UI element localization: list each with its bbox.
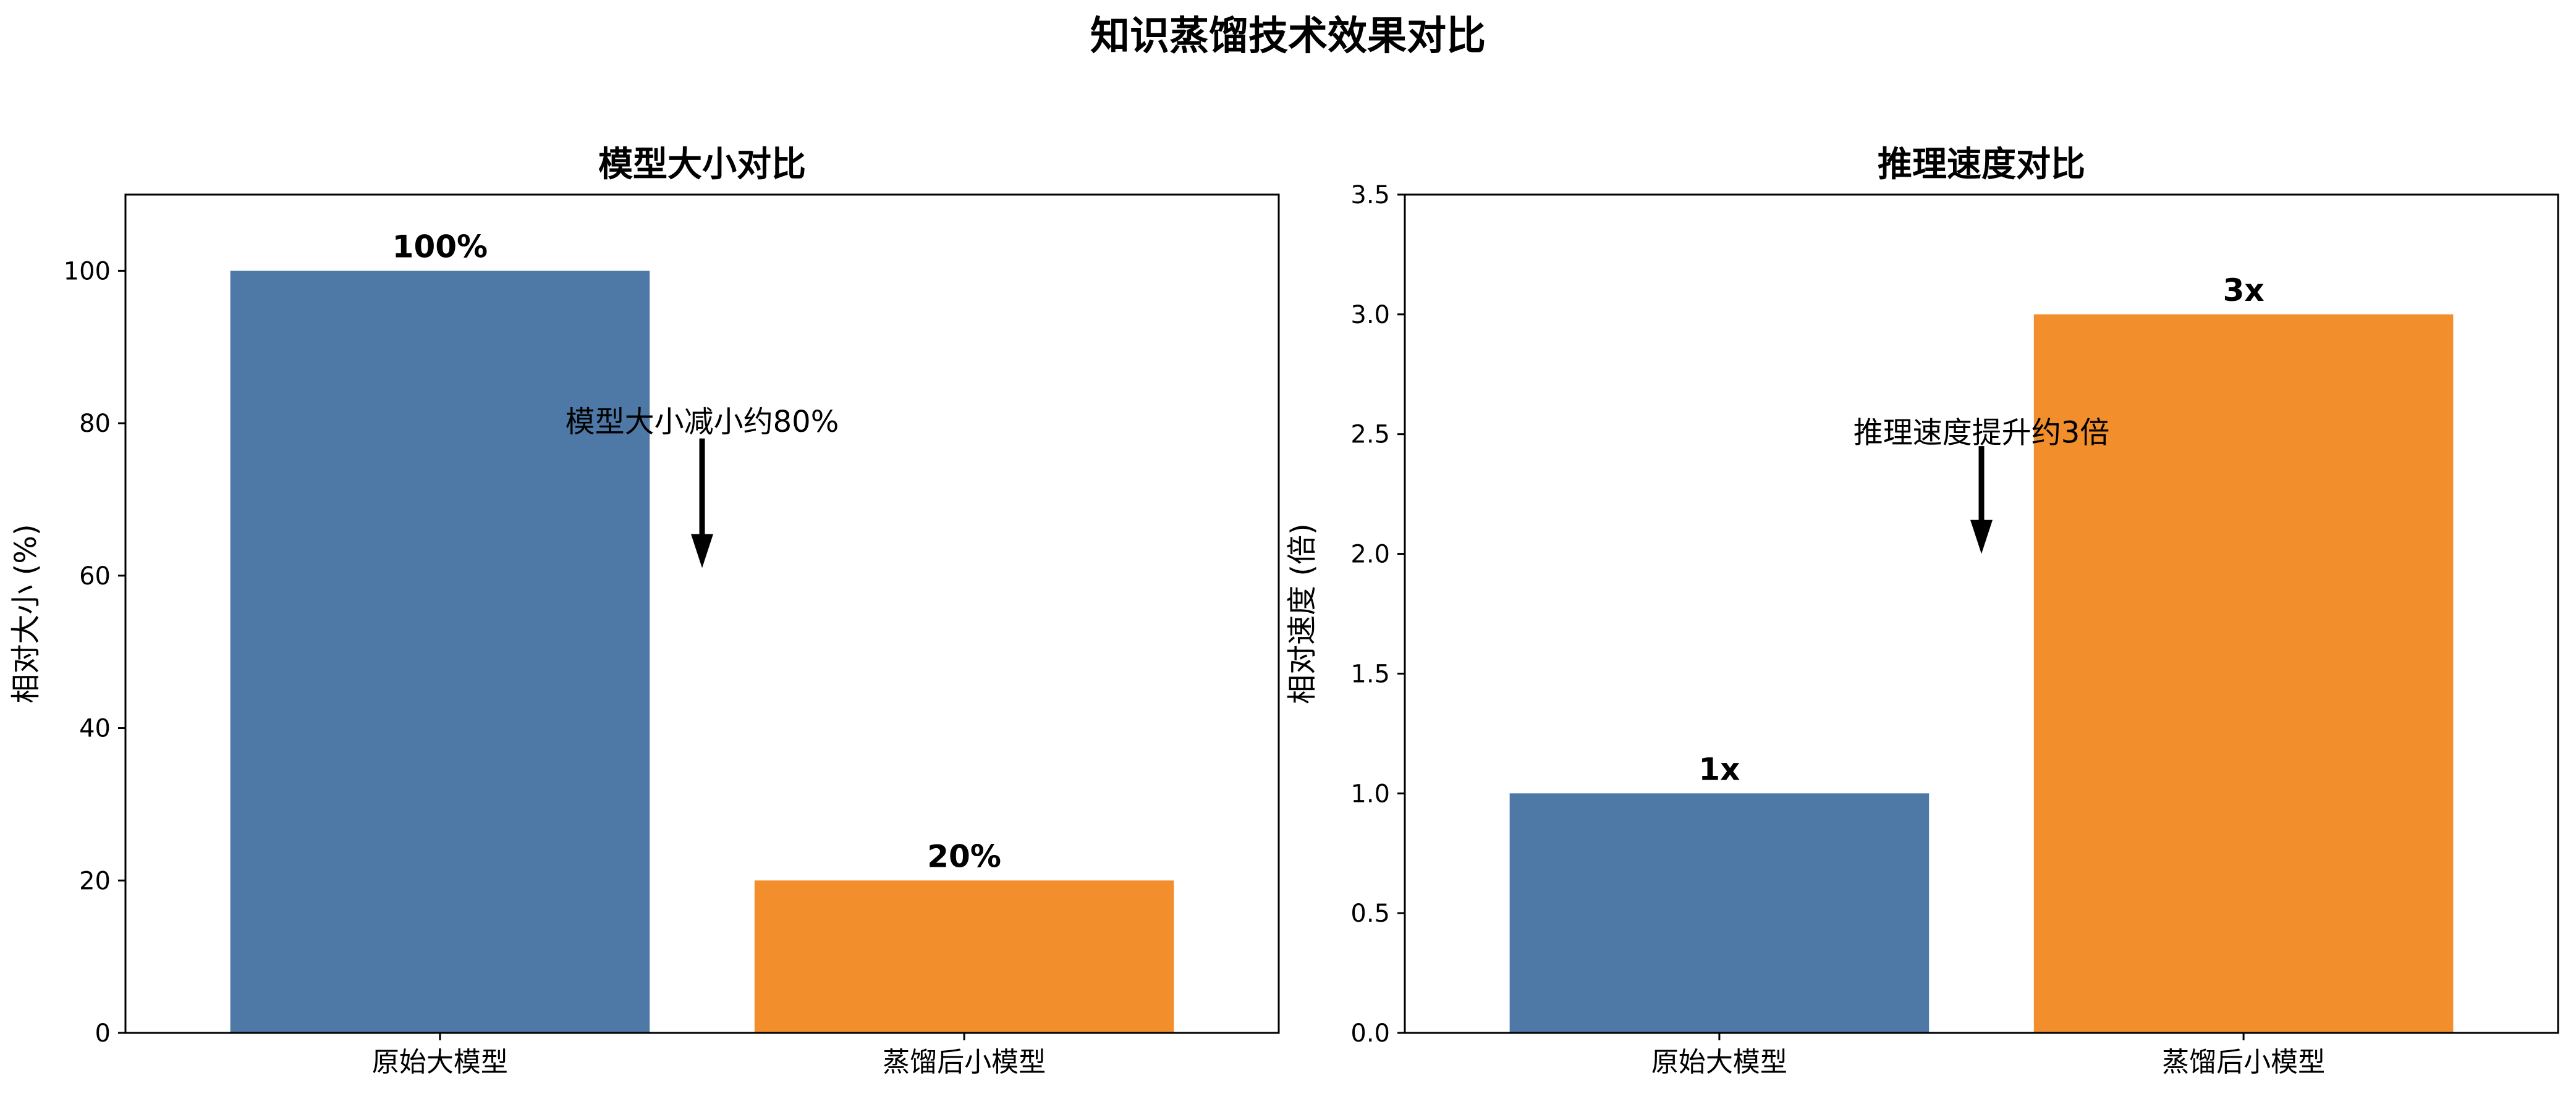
y-axis-label: 相对速度 (倍) [1285, 523, 1320, 704]
chart-panel-2: 推理速度对比 1x 原始大模型 3x 蒸馏后小模型 0.0 0.5 1.0 1.5 2.0 2.5 3… [1285, 145, 2559, 1078]
y-tick-label: 1.0 [1350, 780, 1390, 808]
y-tick-label: 20 [79, 867, 111, 895]
bar-2 [754, 880, 1174, 1033]
bar-2 [2033, 314, 2454, 1033]
bar-value-label: 20% [927, 838, 1001, 874]
bar-value-label: 1x [1698, 751, 1740, 787]
y-tick-label: 0.0 [1350, 1019, 1390, 1048]
y-tick-label: 3.0 [1350, 301, 1390, 329]
y-axis-label: 相对大小 (%) [9, 524, 43, 703]
annotation-arrow-head [1970, 520, 1993, 554]
bar-1 [230, 271, 650, 1033]
bar-1 [1509, 793, 1930, 1033]
y-tick-label: 2.5 [1350, 421, 1390, 449]
y-tick-label: 80 [79, 410, 111, 438]
y-tick-label: 0 [95, 1019, 111, 1048]
annotation-arrow-head [691, 534, 713, 568]
y-tick-label: 0.5 [1350, 899, 1390, 928]
axes-frame [1404, 193, 2559, 1034]
y-tick-label: 100 [64, 257, 111, 285]
x-tick-label: 蒸馏后小模型 [2162, 1046, 2325, 1078]
x-tick-label: 原始大模型 [372, 1046, 508, 1078]
bar-value-label: 3x [2223, 272, 2265, 308]
y-tick-label: 60 [79, 562, 111, 591]
annotation-text: 推理速度提升约3倍 [1854, 416, 2110, 450]
panel-title: 模型大小对比 [598, 145, 806, 185]
bar-value-label: 100% [392, 229, 488, 264]
annotation-text: 模型大小减小约80% [566, 405, 839, 439]
chart-panel-1: 模型大小对比 100% 原始大模型 20% 蒸馏后小模型 0 20 40 60 80 100 相对大小… [9, 145, 1280, 1078]
y-tick-label: 3.5 [1350, 181, 1390, 209]
x-tick-label: 原始大模型 [1651, 1046, 1787, 1078]
y-tick-label: 2.0 [1350, 541, 1390, 569]
axes-frame [124, 193, 1280, 1034]
figure-title: 知识蒸馏技术效果对比 [1090, 14, 1486, 59]
panel-title: 推理速度对比 [1878, 145, 2085, 185]
y-tick-label: 1.5 [1350, 660, 1390, 688]
y-tick-label: 40 [79, 715, 111, 743]
x-tick-label: 蒸馏后小模型 [883, 1046, 1046, 1078]
